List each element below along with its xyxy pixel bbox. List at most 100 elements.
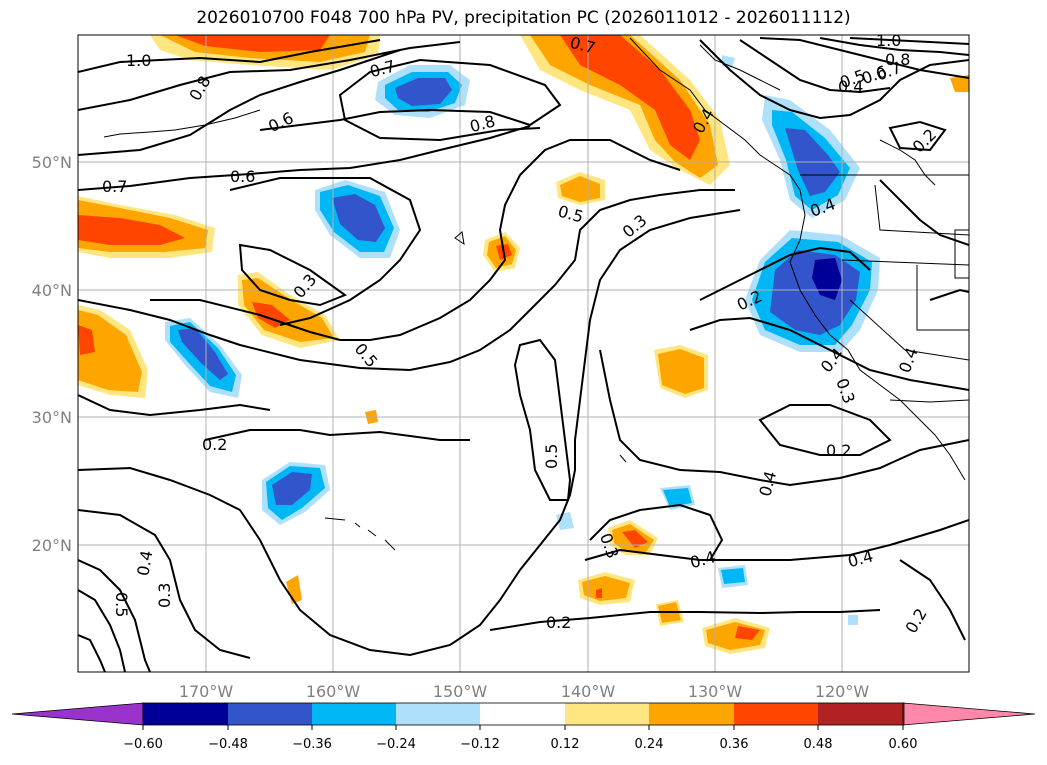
colorbar-tick-label: 0.12 bbox=[551, 737, 580, 752]
cool-anomaly-california bbox=[745, 230, 880, 352]
lat-label: 50°N bbox=[32, 153, 72, 172]
contour-label: 0.3 bbox=[619, 211, 651, 242]
colorbar-segment bbox=[228, 703, 313, 725]
state-border-box bbox=[954, 229, 969, 279]
contour-0.8-ne bbox=[819, 37, 969, 56]
colorbar-segment-min bbox=[11, 702, 144, 726]
colorbar-segment bbox=[734, 703, 819, 725]
contour-0.2-loop-east bbox=[758, 404, 892, 456]
cool-blob-128w-17n-core bbox=[721, 568, 745, 584]
contour-label: 0.8 bbox=[885, 50, 910, 69]
lon-label: 120°W bbox=[815, 682, 870, 701]
contour-1.0-ne bbox=[849, 37, 969, 45]
contour-label: 0.2 bbox=[902, 605, 931, 637]
contour-0.2-se bbox=[899, 559, 966, 641]
lon-label: 130°W bbox=[688, 682, 743, 701]
contour-0.6-ne bbox=[739, 39, 891, 94]
colorbar-outline bbox=[142, 702, 905, 726]
north-america-coast bbox=[629, 37, 966, 481]
colorbar-tick-label: −0.36 bbox=[292, 737, 332, 752]
state-border-1 bbox=[841, 259, 969, 266]
contour-0.4-inland bbox=[879, 179, 969, 246]
contour-label: 0.3 bbox=[832, 376, 859, 406]
colorbar-tick-label: 0.24 bbox=[635, 737, 664, 752]
contour-label: 1.0 bbox=[876, 31, 901, 50]
contour-label: 0.2 bbox=[202, 435, 227, 454]
island-outline-2 bbox=[619, 454, 627, 463]
contour-0.4-sw bbox=[78, 509, 251, 659]
colorbar-segment bbox=[565, 703, 650, 725]
canada-inland-line bbox=[879, 139, 936, 186]
contour-label: 0.4 bbox=[895, 345, 922, 375]
colorbar-tick-label: −0.24 bbox=[376, 737, 416, 752]
cool-anomaly-hawaii bbox=[262, 462, 330, 525]
colorbar-segment bbox=[312, 703, 397, 725]
contour-0.2-ne bbox=[888, 120, 947, 152]
cool-blob-118w-13n bbox=[848, 615, 858, 625]
colorbar-segment bbox=[649, 703, 735, 725]
contour-label: 0.5 bbox=[542, 444, 561, 469]
state-border-4 bbox=[916, 265, 969, 331]
warm-anomaly-north-top bbox=[150, 35, 380, 70]
contour-0.3-east bbox=[689, 316, 969, 391]
state-border-2 bbox=[849, 299, 906, 351]
coastlines bbox=[103, 37, 969, 551]
island-outline bbox=[454, 231, 465, 246]
contour-0.2-west bbox=[78, 394, 271, 417]
lon-label: 140°W bbox=[561, 682, 616, 701]
cool-anomaly-167w bbox=[165, 318, 242, 398]
warm-blob-163w-16n bbox=[286, 575, 302, 604]
contour-0.3-south bbox=[589, 503, 724, 561]
aleutian-islands bbox=[103, 109, 261, 138]
warm-blob-138w-16n-spot bbox=[596, 588, 602, 598]
contour-label: 0.4 bbox=[755, 469, 780, 499]
map-frame bbox=[77, 34, 970, 673]
colorbar-segment-max bbox=[902, 702, 1036, 726]
contour-0.3-loop bbox=[238, 243, 348, 307]
contour-label: 0.4 bbox=[688, 547, 718, 572]
contour-0.5-sw bbox=[78, 559, 151, 672]
cool-anomaly-gulf bbox=[375, 65, 470, 118]
graticule bbox=[78, 35, 969, 672]
state-border-3 bbox=[874, 184, 969, 236]
hawaiian-islands bbox=[324, 517, 396, 551]
warm-anomaly-alaska bbox=[520, 35, 730, 185]
lat-label: 20°N bbox=[32, 536, 72, 555]
colorbar-tick-label: 0.36 bbox=[720, 737, 749, 752]
colorbar-tick-label: −0.12 bbox=[460, 737, 500, 752]
contour-0.2-west2 bbox=[204, 429, 470, 441]
contour-1.0-nw bbox=[78, 39, 381, 73]
lon-label: 150°W bbox=[433, 682, 488, 701]
colorbar-segment bbox=[396, 703, 481, 725]
lon-tick-labels: 170°W 160°W 150°W 140°W 130°W 120°W bbox=[179, 682, 870, 701]
contour-0.7-ne bbox=[699, 39, 969, 120]
contour-0.5-loop bbox=[513, 338, 572, 501]
colorbar-segment bbox=[143, 703, 229, 725]
warm-blob-138w-16n-core bbox=[582, 576, 630, 601]
lat-label: 40°N bbox=[32, 281, 72, 300]
colorbar-tick-label: −0.60 bbox=[123, 737, 163, 752]
lat-tick-labels: 50°N 40°N 30°N 20°N bbox=[32, 153, 72, 555]
contour-label: 0.2 bbox=[909, 125, 940, 156]
contour-0.3-sw bbox=[78, 589, 126, 672]
contour-0.6 bbox=[229, 177, 422, 326]
colorbar-tick-label: 0.48 bbox=[804, 737, 833, 752]
state-border-5 bbox=[904, 349, 969, 361]
contour-label: 0.6 bbox=[230, 167, 255, 186]
contour-label: 0.5 bbox=[556, 202, 586, 227]
lon-label: 160°W bbox=[306, 682, 361, 701]
contour-label: 0.6 bbox=[265, 108, 296, 136]
warm-blob-114w-56n bbox=[950, 75, 969, 92]
colorbar-segment bbox=[818, 703, 904, 725]
contour-label: 0.8 bbox=[468, 111, 498, 136]
cool-anomaly-pacific-nw bbox=[762, 95, 860, 218]
contour-label: 0.5 bbox=[351, 339, 382, 371]
colorbar-segment bbox=[480, 703, 566, 725]
contour-0.4-south bbox=[584, 519, 969, 561]
contour-0.8-loop bbox=[259, 58, 562, 142]
warm-blob-135w-20n-core bbox=[622, 530, 648, 548]
contour-0.4-long bbox=[78, 209, 741, 657]
contour-0.7-nw bbox=[78, 49, 401, 156]
contour-label: 1.0 bbox=[126, 51, 151, 70]
